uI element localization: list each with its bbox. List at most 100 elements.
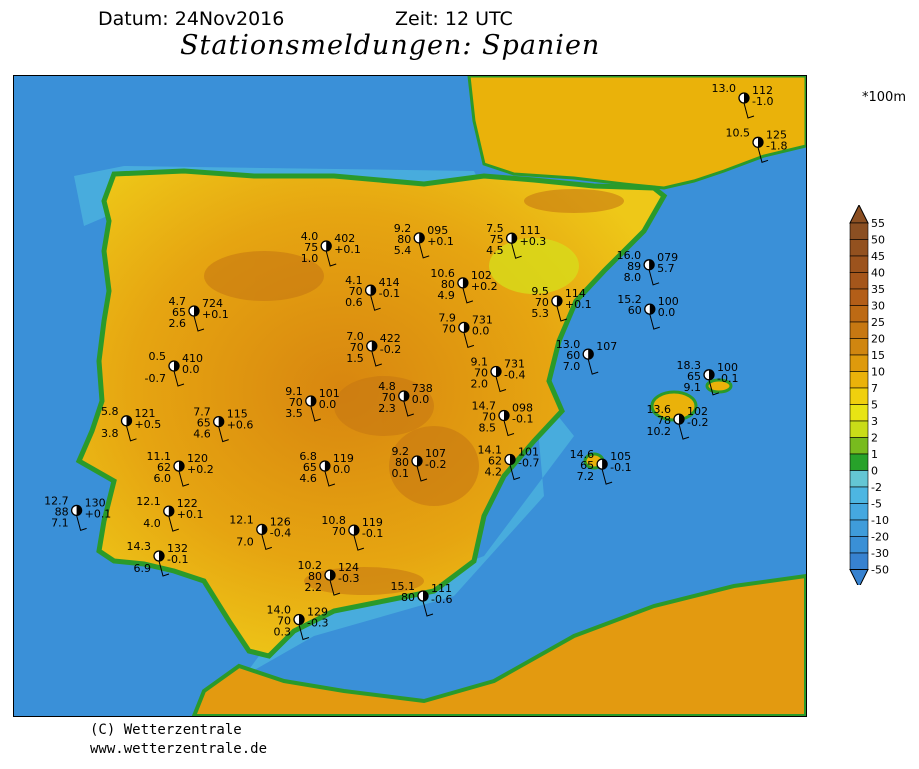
dewpoint: 2.2 xyxy=(305,581,323,594)
dewpoint: 2.6 xyxy=(169,317,187,330)
pressure-tendency: +0.1 xyxy=(427,235,454,248)
pressure: 107 xyxy=(596,340,617,353)
pressure: 111 xyxy=(431,582,452,595)
visibility-code: 70 xyxy=(474,367,488,380)
cloud-cover-fill xyxy=(194,306,199,316)
wind-barb-icon xyxy=(324,470,336,487)
wind-barb-icon xyxy=(503,420,515,437)
legend-level-label: -2 xyxy=(871,481,882,494)
cloud-cover-fill xyxy=(370,285,376,296)
cloud-cover-fill xyxy=(168,506,174,517)
dewpoint: 0.6 xyxy=(345,296,363,309)
temperature: 4.8 xyxy=(378,380,396,393)
cloud-cover-fill xyxy=(324,461,330,471)
legend-swatch xyxy=(849,437,869,455)
cloud-cover-fill xyxy=(326,241,332,251)
dewpoint: -0.7 xyxy=(145,372,166,385)
pressure-tendency: -0.1 xyxy=(512,413,533,426)
temperature: 15.1 xyxy=(391,580,416,593)
legend-level-label: -5 xyxy=(871,498,882,511)
wind-barb-icon xyxy=(648,269,660,286)
pressure-tendency: -0.1 xyxy=(610,461,631,474)
visibility-code: 65 xyxy=(580,459,594,472)
temperature: 10.6 xyxy=(430,267,455,280)
legend-swatch xyxy=(849,354,869,372)
pressure-tendency: -0.2 xyxy=(687,416,708,429)
visibility-code: 70 xyxy=(289,396,303,409)
cloud-cover-fill xyxy=(511,233,517,244)
dewpoint: 7.0 xyxy=(236,535,254,548)
visibility-code: 70 xyxy=(349,285,363,298)
visibility-code: 80 xyxy=(308,570,322,583)
pressure: 126 xyxy=(270,515,291,528)
temperature: 4.1 xyxy=(345,274,363,287)
pressure-tendency: -1.8 xyxy=(766,139,787,152)
legend-level-label: 10 xyxy=(871,366,885,379)
wind-barb-icon xyxy=(193,315,205,332)
pressure: 098 xyxy=(512,402,533,415)
legend-arrow-bottom xyxy=(849,569,869,585)
station-plot: 14.3 6.9 132-0.1 xyxy=(127,540,188,577)
cloud-cover-fill xyxy=(588,349,594,360)
wind-barb-icon xyxy=(173,370,185,387)
visibility-code: 80 xyxy=(441,278,455,291)
cloud-cover-fill xyxy=(423,591,428,601)
pressure-tendency: -0.2 xyxy=(425,458,446,471)
wind-barb-icon xyxy=(168,515,179,532)
time-label: Zeit: 12 UTC xyxy=(395,8,513,30)
pressure-tendency: -0.4 xyxy=(504,369,525,382)
dewpoint: 7.1 xyxy=(51,516,69,529)
pressure-tendency: +0.5 xyxy=(135,418,162,431)
visibility-code: 65 xyxy=(172,306,186,319)
pressure: 079 xyxy=(657,251,678,264)
pressure-tendency: +0.1 xyxy=(334,243,361,256)
pressure: 102 xyxy=(687,405,708,418)
visibility-code: 60 xyxy=(566,349,580,362)
dewpoint: 4.0 xyxy=(143,517,161,530)
website: www.wetterzentrale.de xyxy=(90,741,268,757)
cloud-cover-fill xyxy=(602,459,608,470)
pressure-tendency: +0.1 xyxy=(565,298,592,311)
legend-level-label: 20 xyxy=(871,333,885,346)
temperature: 7.7 xyxy=(193,406,211,419)
station-plot: 10.870 119-0.1 xyxy=(321,514,383,551)
legend-level-label: 25 xyxy=(871,316,885,329)
station-plot: 10.5 125-1.8 xyxy=(726,126,787,163)
visibility-code: 80 xyxy=(401,591,415,604)
visibility-code: 70 xyxy=(382,391,396,404)
dewpoint: 4.2 xyxy=(485,466,503,479)
pressure: 125 xyxy=(766,128,787,141)
wind-barb-icon xyxy=(298,624,310,641)
wind-barb-icon xyxy=(158,560,170,577)
pressure-tendency: +0.1 xyxy=(177,508,204,521)
pressure: 724 xyxy=(202,297,223,310)
dewpoint: 4.9 xyxy=(437,289,455,302)
dewpoint: 5.4 xyxy=(394,244,412,257)
dewpoint: 1.5 xyxy=(346,352,364,365)
cloud-cover-fill xyxy=(462,277,468,288)
wind-barb-icon xyxy=(325,250,337,267)
legend-swatch xyxy=(849,404,869,422)
landmass-north-africa xyxy=(191,573,806,716)
dewpoint: 4.5 xyxy=(486,244,504,257)
wind-barb-icon xyxy=(422,600,434,617)
station-map: 4.0751.0402+0.19.2805.4095+0.110.6804.91… xyxy=(13,75,807,717)
wind-barb-icon xyxy=(678,423,690,440)
visibility-code: 80 xyxy=(397,233,411,246)
legend-swatch xyxy=(849,503,869,521)
legend-level-label: 50 xyxy=(871,234,885,247)
legend-level-label: 40 xyxy=(871,267,885,280)
temperature: 13.0 xyxy=(712,82,737,95)
dewpoint: 1.0 xyxy=(301,252,319,265)
station-plots: 4.0751.0402+0.19.2805.4095+0.110.6804.91… xyxy=(44,82,787,641)
